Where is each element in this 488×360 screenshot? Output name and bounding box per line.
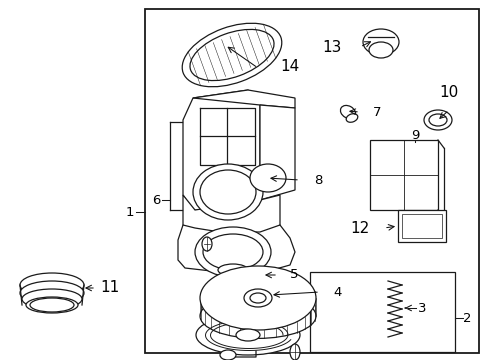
Ellipse shape [200,266,315,330]
Ellipse shape [340,105,355,118]
Text: 10: 10 [439,85,458,100]
Polygon shape [193,90,294,108]
Bar [309,272,454,352]
Text: 7: 7 [372,105,381,118]
Ellipse shape [346,114,357,122]
Ellipse shape [256,271,267,279]
Bar [401,214,441,238]
Ellipse shape [30,298,74,312]
Ellipse shape [202,237,212,251]
Ellipse shape [423,110,451,130]
Text: 11: 11 [100,280,119,296]
Ellipse shape [193,164,263,220]
Ellipse shape [244,289,271,307]
Bar [145,9,478,353]
Bar [369,140,437,210]
Text: 6: 6 [151,194,160,207]
Polygon shape [183,195,280,240]
Polygon shape [260,105,294,200]
Ellipse shape [200,294,315,338]
Ellipse shape [249,164,285,192]
Ellipse shape [362,29,398,55]
Ellipse shape [289,344,299,360]
Text: 2: 2 [462,311,470,324]
Text: 13: 13 [322,40,341,54]
Ellipse shape [22,289,82,309]
Ellipse shape [26,297,78,313]
Ellipse shape [249,293,265,303]
Ellipse shape [203,234,263,270]
Text: 14: 14 [280,59,299,73]
Text: 12: 12 [350,220,369,235]
Text: 4: 4 [332,285,341,298]
Polygon shape [178,225,294,272]
Ellipse shape [200,170,256,214]
Ellipse shape [195,227,270,277]
Ellipse shape [20,273,84,297]
Text: 3: 3 [417,302,426,315]
Ellipse shape [189,30,273,81]
Bar [397,210,445,242]
Ellipse shape [368,42,392,58]
Text: 8: 8 [313,174,322,186]
Ellipse shape [220,350,236,360]
Ellipse shape [251,267,271,283]
Ellipse shape [428,114,446,126]
Ellipse shape [196,315,299,355]
Text: 5: 5 [289,269,298,282]
Text: 9: 9 [410,129,418,141]
Polygon shape [183,90,260,215]
Ellipse shape [182,23,281,87]
Text: 1: 1 [125,206,134,219]
Ellipse shape [218,264,247,276]
Ellipse shape [20,281,84,305]
Ellipse shape [236,329,260,341]
